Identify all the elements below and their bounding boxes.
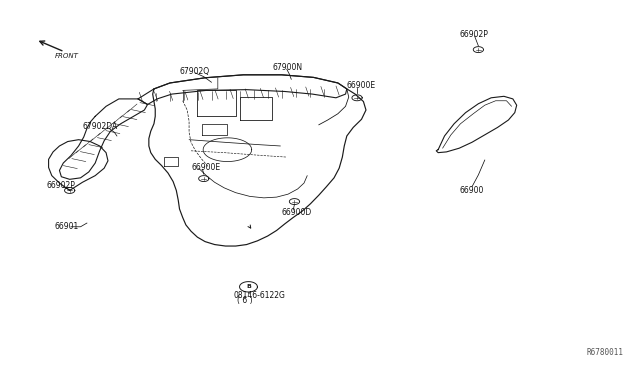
Text: ( 6 ): ( 6 ) [237, 296, 252, 305]
Text: 66902P: 66902P [47, 181, 76, 190]
Text: B: B [246, 284, 251, 289]
Text: 66900D: 66900D [282, 208, 312, 217]
Text: 66900E: 66900E [347, 81, 376, 90]
Text: FRONT: FRONT [55, 52, 79, 58]
Text: R6780011: R6780011 [586, 348, 623, 357]
Text: 66902P: 66902P [460, 29, 488, 39]
Text: 67902Q: 67902Q [179, 67, 210, 76]
Text: 66901: 66901 [55, 222, 79, 231]
Text: 67900N: 67900N [272, 63, 302, 72]
Text: 67902DA: 67902DA [83, 122, 118, 131]
Text: 66900E: 66900E [191, 163, 220, 172]
Text: 08146-6122G: 08146-6122G [234, 291, 285, 300]
Text: 66900: 66900 [460, 186, 484, 195]
